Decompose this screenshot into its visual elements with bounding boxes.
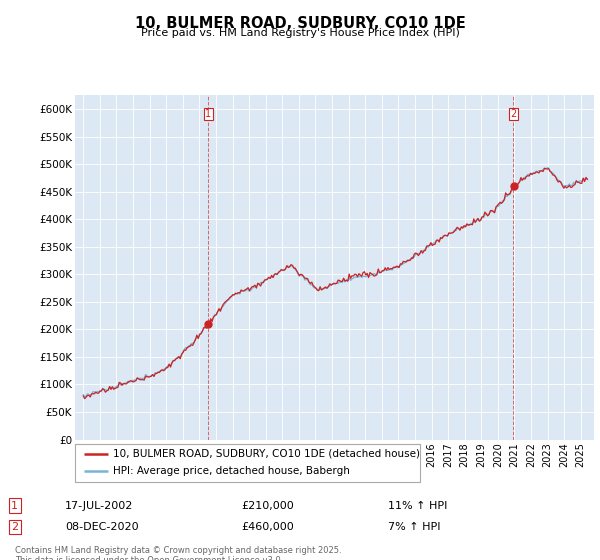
Text: 08-DEC-2020: 08-DEC-2020 [65,522,139,532]
Text: 11% ↑ HPI: 11% ↑ HPI [388,501,448,511]
Text: 2: 2 [510,109,517,119]
Text: 2: 2 [11,522,19,532]
Text: HPI: Average price, detached house, Babergh: HPI: Average price, detached house, Babe… [113,466,350,477]
Text: £210,000: £210,000 [241,501,294,511]
Text: Contains HM Land Registry data © Crown copyright and database right 2025.
This d: Contains HM Land Registry data © Crown c… [15,545,341,560]
Text: 1: 1 [205,109,211,119]
Text: Price paid vs. HM Land Registry's House Price Index (HPI): Price paid vs. HM Land Registry's House … [140,28,460,38]
Text: £460,000: £460,000 [241,522,294,532]
Text: 10, BULMER ROAD, SUDBURY, CO10 1DE (detached house): 10, BULMER ROAD, SUDBURY, CO10 1DE (deta… [113,449,420,459]
Text: 1: 1 [11,501,19,511]
Text: 7% ↑ HPI: 7% ↑ HPI [388,522,440,532]
Text: 17-JUL-2002: 17-JUL-2002 [65,501,133,511]
Text: 10, BULMER ROAD, SUDBURY, CO10 1DE: 10, BULMER ROAD, SUDBURY, CO10 1DE [134,16,466,31]
